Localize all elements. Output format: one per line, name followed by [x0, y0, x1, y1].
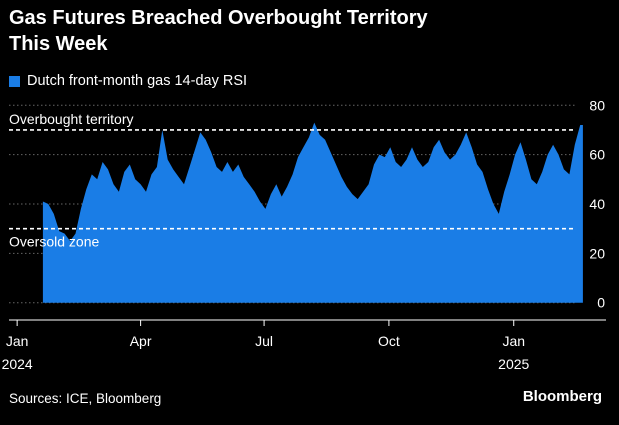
y-tick-label-20: 20: [589, 245, 605, 261]
y-tick-label-40: 40: [589, 196, 605, 212]
chart-title-line-2: This Week: [9, 33, 108, 55]
legend-swatch: [9, 75, 20, 87]
y-tick-label-0: 0: [597, 295, 605, 311]
y-tick-label-60: 60: [589, 147, 605, 163]
bloomberg-logo: Bloomberg: [522, 388, 602, 405]
x-tick-label-2025-01-01: Jan: [502, 333, 525, 349]
x-tick-year-2024-01-01: 2024: [2, 356, 33, 372]
source-note: Sources: ICE, Bloomberg: [9, 391, 162, 406]
chart-title: Gas Futures Breached Overbought Territor…: [9, 5, 569, 57]
chart-title-line-1: Gas Futures Breached Overbought Territor…: [9, 7, 428, 29]
x-tick-label-2024-10-01: Oct: [378, 333, 400, 349]
reference-label-70: Overbought territory: [9, 111, 134, 127]
x-tick-label-2024-01-01: Jan: [6, 333, 29, 349]
x-tick-label-2024-07-01: Jul: [255, 333, 273, 349]
y-tick-label-80: 80: [589, 97, 605, 113]
x-tick-label-2024-04-01: Apr: [130, 333, 152, 349]
legend-label: Dutch front-month gas 14-day RSI: [27, 73, 248, 89]
reference-label-30: Oversold zone: [9, 234, 99, 250]
x-tick-year-2025-01-01: 2025: [498, 356, 529, 372]
rsi-area-series: [42, 122, 583, 303]
legend: Dutch front-month gas 14-day RSI: [9, 72, 247, 90]
